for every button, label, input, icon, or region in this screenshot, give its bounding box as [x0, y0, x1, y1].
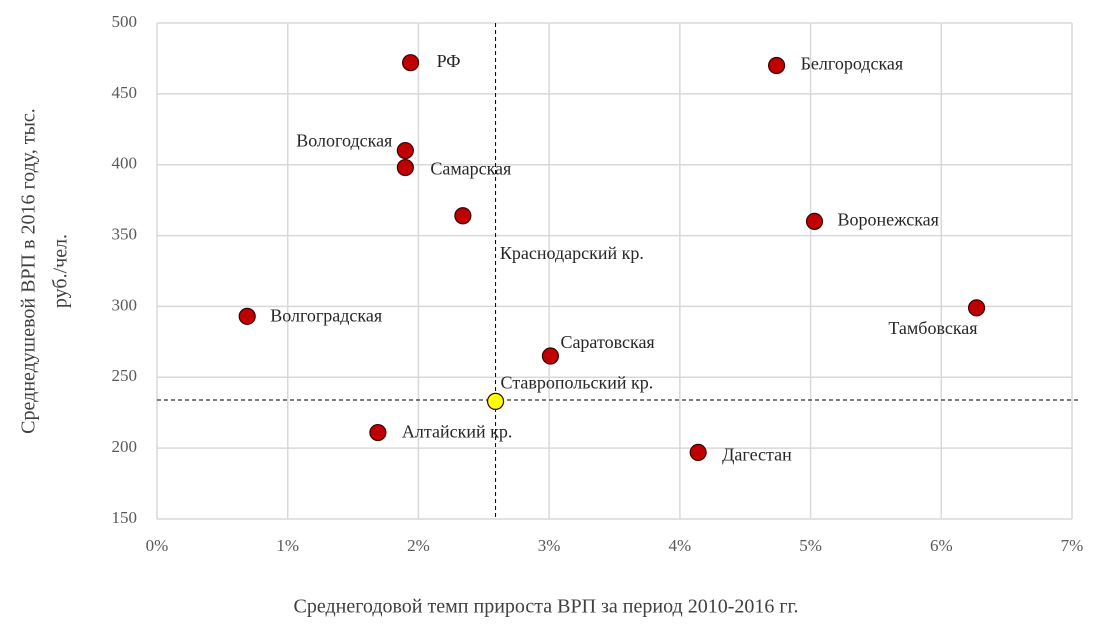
point-label: Воронежская	[837, 210, 938, 230]
point	[689, 443, 707, 461]
point-label: Белгородская	[801, 54, 904, 74]
y-tick-label: 400	[112, 154, 138, 173]
point-label: РФ	[437, 51, 461, 71]
x-tick-label: 5%	[799, 536, 822, 555]
point	[369, 423, 387, 442]
x-axis-title: Среднегодовой темп прироста ВРП за перио…	[293, 596, 798, 618]
x-tick-label: 2%	[407, 536, 430, 555]
point	[805, 212, 824, 230]
point-label: Дагестан	[722, 445, 792, 465]
y-tick-label: 450	[112, 83, 138, 102]
x-tick-label: 7%	[1061, 536, 1084, 555]
point-label: Самарская	[430, 159, 511, 179]
x-tick-label: 1%	[276, 536, 299, 555]
point	[454, 207, 472, 225]
point-label: Волгоградская	[270, 305, 382, 325]
point	[396, 141, 414, 160]
x-tick-label: 0%	[146, 536, 169, 555]
point	[238, 307, 256, 325]
point	[967, 299, 986, 317]
point-label: Вологодская	[296, 131, 392, 151]
point	[401, 54, 420, 72]
y-axis-title: Среднедушевой ВРП в 2016 году, тыс.	[18, 108, 40, 434]
x-tick-label: 3%	[538, 536, 561, 555]
y-tick-label: 150	[112, 508, 138, 527]
x-tick-label: 6%	[930, 536, 953, 555]
y-tick-label: 200	[112, 437, 138, 456]
point-label: Алтайский кр.	[402, 422, 512, 442]
point	[396, 158, 414, 177]
point	[767, 56, 786, 75]
point	[541, 347, 560, 365]
point-label: Краснодарский кр.	[500, 243, 644, 263]
y-axis-title: руб./чел.	[50, 234, 72, 308]
point-label: Ставропольский кр.	[501, 373, 654, 393]
y-tick-label: 350	[112, 224, 138, 243]
x-tick-label: 4%	[669, 536, 692, 555]
y-tick-label: 300	[112, 295, 138, 314]
point-label: Тамбовская	[888, 318, 977, 338]
point	[486, 392, 505, 410]
y-tick-label: 250	[112, 366, 138, 385]
point-label: Саратовская	[560, 332, 654, 352]
y-tick-label: 500	[112, 12, 138, 31]
